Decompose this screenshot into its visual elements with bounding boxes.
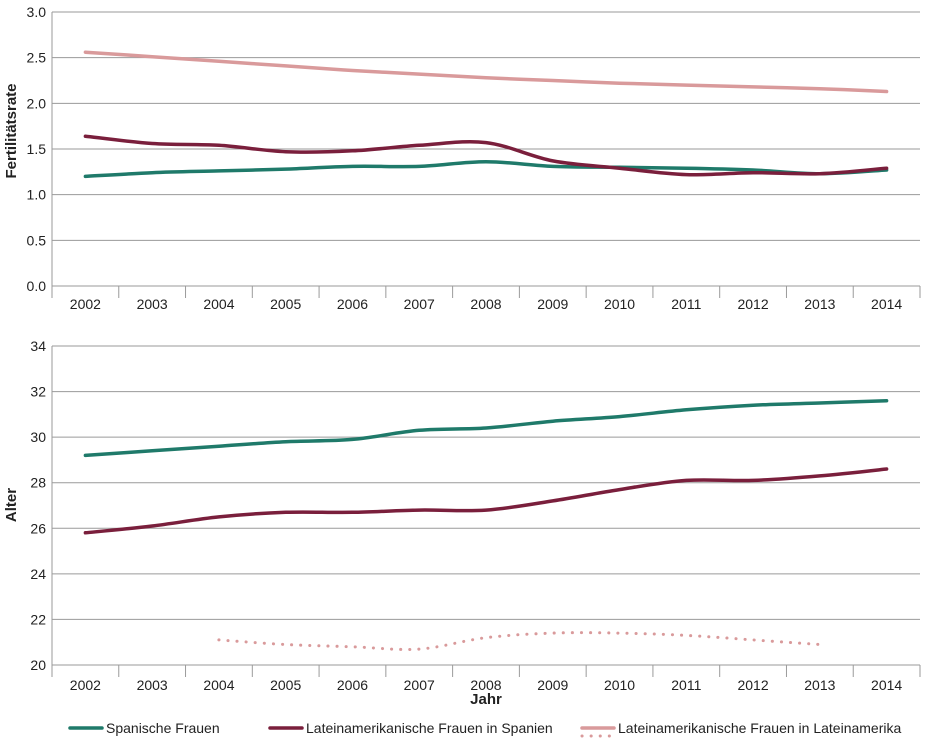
y-tick-label: 20 bbox=[30, 657, 46, 673]
age-chart: Alter Jahr 20 22 24 26 28 30 32 34 2002 2003 2004 2… bbox=[3, 338, 921, 708]
x-tick-label: 2008 bbox=[470, 677, 501, 693]
x-tick-label: 2012 bbox=[737, 296, 768, 312]
legend-label: Spanische Frauen bbox=[106, 720, 220, 736]
x-tick-label: 2013 bbox=[804, 296, 835, 312]
series-line bbox=[83, 467, 889, 535]
x-tick-label: 2007 bbox=[404, 296, 435, 312]
x-tick-label: 2005 bbox=[270, 677, 301, 693]
y-tick-label: 0.0 bbox=[27, 278, 47, 294]
y-tick-label: 32 bbox=[30, 384, 46, 400]
x-tick-label: 2011 bbox=[671, 296, 701, 312]
legend-label: Lateinamerikanische Frauen in Lateinamer… bbox=[618, 720, 901, 736]
x-tick-label: 2009 bbox=[537, 296, 568, 312]
x-tick-label: 2010 bbox=[604, 296, 635, 312]
y-tick-label: 3.0 bbox=[27, 4, 47, 20]
series-line bbox=[83, 160, 889, 179]
x-axis-title-age: Jahr bbox=[470, 691, 502, 708]
legend-item: Lateinamerikanische Frauen in Spanien bbox=[268, 720, 553, 736]
x-tick-label: 2005 bbox=[270, 296, 301, 312]
x-tick-label: 2013 bbox=[804, 677, 835, 693]
y-tick-label: 28 bbox=[30, 475, 46, 491]
series-line bbox=[83, 134, 889, 177]
y-tick-label: 1.5 bbox=[27, 141, 47, 157]
x-tick-label: 2003 bbox=[137, 296, 168, 312]
y-tick-label: 24 bbox=[30, 566, 46, 582]
x-tick-label: 2010 bbox=[604, 677, 635, 693]
x-tick-label: 2014 bbox=[871, 677, 902, 693]
y-tick-label: 26 bbox=[30, 520, 46, 536]
fertility-chart: Fertilitätsrate 0.0 0.5 1.0 1.5 2.0 2.5 3.0 200… bbox=[3, 4, 921, 312]
legend-item: Lateinamerikanische Frauen in Lateinamer… bbox=[580, 720, 901, 738]
x-tick-label: 2006 bbox=[337, 296, 368, 312]
x-tick-label: 2007 bbox=[404, 677, 435, 693]
legend-label: Lateinamerikanische Frauen in Spanien bbox=[306, 720, 553, 736]
x-tick-label: 2012 bbox=[737, 677, 768, 693]
legend: Spanische Frauen Lateinamerikanische Frau… bbox=[68, 720, 901, 738]
series-line bbox=[217, 631, 822, 651]
y-tick-label: 2.5 bbox=[27, 50, 47, 66]
x-tick-label: 2002 bbox=[70, 677, 101, 693]
y-tick-label: 0.5 bbox=[27, 232, 47, 248]
y-tick-label: 2.0 bbox=[27, 95, 47, 111]
y-tick-label: 30 bbox=[30, 429, 46, 445]
x-tick-label: 2004 bbox=[203, 677, 234, 693]
x-tick-label: 2008 bbox=[470, 296, 501, 312]
y-axis-title-age: Alter bbox=[3, 488, 20, 522]
x-tick-label: 2011 bbox=[671, 677, 701, 693]
x-tick-label: 2006 bbox=[337, 677, 368, 693]
x-tick-label: 2014 bbox=[871, 296, 902, 312]
series-line bbox=[83, 398, 889, 458]
series-line bbox=[83, 50, 889, 94]
x-tick-label: 2004 bbox=[203, 296, 234, 312]
x-tick-label: 2009 bbox=[537, 677, 568, 693]
y-axis-title-fertility: Fertilitätsrate bbox=[3, 83, 20, 178]
y-tick-label: 22 bbox=[30, 611, 46, 627]
legend-item: Spanische Frauen bbox=[68, 720, 220, 736]
x-tick-label: 2003 bbox=[137, 677, 168, 693]
y-tick-label: 1.0 bbox=[27, 187, 47, 203]
x-tick-label: 2002 bbox=[70, 296, 101, 312]
y-tick-label: 34 bbox=[30, 338, 46, 354]
